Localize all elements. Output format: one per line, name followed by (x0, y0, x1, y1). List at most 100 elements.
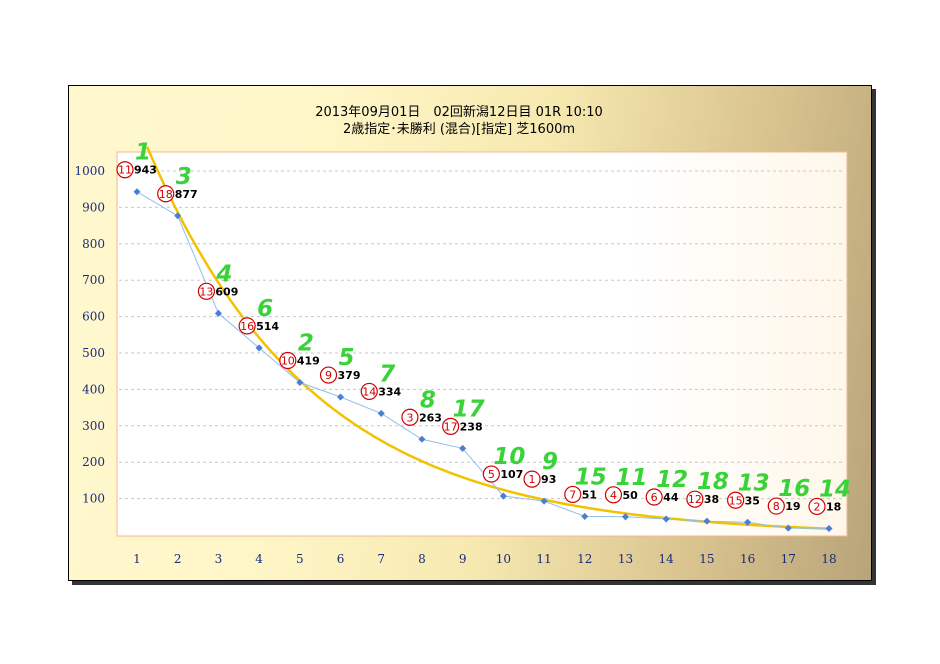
data-point (662, 515, 670, 523)
rank-label: 2 (298, 330, 314, 356)
data-label: 263 (419, 411, 442, 424)
grid-lines (119, 170, 845, 500)
y-tick-label: 400 (82, 382, 105, 396)
rank-label: 7 (379, 361, 395, 387)
y-tick-label: 800 (82, 237, 105, 251)
horse-number-label: 5 (488, 468, 495, 481)
trendline (146, 146, 830, 530)
horse-number-label: 16 (240, 320, 254, 333)
horse-number-label: 8 (773, 500, 780, 513)
y-tick-label: 700 (82, 273, 105, 287)
rank-label: 16 (778, 476, 810, 502)
data-point (459, 444, 467, 452)
x-tick-label: 16 (740, 552, 755, 566)
chart-svg: 2013年09月01日 02回新潟12日目 01R 10:10 2歳指定･未勝利… (74, 104, 851, 566)
data-label: 609 (215, 285, 238, 298)
horse-number-circle (319, 366, 338, 384)
horse-number-circle (523, 470, 541, 488)
rank-label: 13 (738, 470, 770, 496)
data-label: 19 (785, 500, 800, 513)
y-tick-label: 300 (82, 419, 105, 433)
horse-number-circle (401, 408, 419, 426)
rank-label: 1 (135, 140, 151, 166)
horse-number-circle (442, 417, 460, 435)
data-label: 107 (500, 468, 523, 481)
y-tick-label: 100 (82, 492, 105, 506)
data-point (703, 517, 711, 525)
horse-number-circle (157, 185, 175, 203)
horse-number-label: 14 (362, 385, 376, 398)
x-tick-label: 14 (659, 552, 675, 566)
rank-label: 17 (453, 396, 485, 422)
y-tick-label: 1000 (74, 164, 105, 178)
data-label: 50 (622, 489, 638, 502)
horse-number-label: 4 (610, 489, 617, 502)
data-point (744, 518, 752, 526)
data-points (133, 188, 833, 532)
rank-label: 5 (339, 345, 355, 371)
horse-number-circle (279, 351, 297, 370)
chart-title: 2013年09月01日 02回新潟12日目 01R 10:10 (315, 104, 603, 120)
horse-number-circle (116, 161, 134, 179)
data-point (825, 524, 833, 532)
x-tick-label: 12 (577, 552, 592, 566)
horse-number-label: 1 (529, 473, 536, 486)
rank-label: 3 (176, 164, 192, 190)
horse-number-circle (645, 488, 663, 506)
rank-label: 4 (215, 261, 232, 287)
data-point (336, 393, 345, 401)
horse-number-circle (726, 491, 745, 509)
horse-number-circle (360, 382, 378, 401)
data-point (540, 497, 548, 505)
x-tick-label: 9 (459, 552, 467, 566)
data-label: 51 (582, 488, 597, 501)
data-point (377, 409, 385, 417)
data-point (784, 524, 792, 532)
horse-number-label: 9 (325, 369, 332, 382)
data-label: 35 (745, 494, 760, 507)
horse-number-circle (808, 497, 826, 516)
x-tick-label: 10 (496, 552, 511, 566)
data-label: 877 (175, 188, 198, 201)
y-tick-label: 900 (82, 200, 105, 214)
x-tick-label: 8 (418, 552, 426, 566)
chart-subtitle: 2歳指定･未勝利 (混合)[指定] 芝1600m (343, 121, 575, 137)
data-label: 514 (256, 320, 279, 333)
rank-label: 11 (615, 465, 647, 491)
x-tick-label: 17 (781, 552, 796, 566)
plot-area (116, 151, 848, 537)
horse-number-circle (604, 486, 623, 504)
data-point (174, 212, 182, 220)
rank-label: 8 (420, 387, 436, 413)
data-point (581, 512, 589, 520)
data-label: 379 (338, 369, 361, 382)
x-tick-label: 1 (133, 552, 141, 566)
data-label: 943 (134, 164, 157, 177)
horse-number-circle (197, 282, 216, 300)
data-label: 93 (541, 473, 556, 486)
data-point (418, 435, 426, 443)
data-point (499, 492, 507, 500)
data-label: 18 (826, 500, 841, 513)
chart-frame: 2013年09月01日 02回新潟12日目 01R 10:10 2歳指定･未勝利… (68, 85, 872, 581)
data-point (621, 513, 630, 521)
rank-label: 9 (542, 449, 558, 475)
horse-number-label: 18 (159, 188, 173, 201)
y-tick-label: 200 (82, 455, 105, 469)
horse-number-label: 13 (199, 285, 213, 298)
data-point (133, 188, 141, 196)
rank-label: 14 (819, 476, 851, 502)
horse-number-label: 17 (444, 420, 458, 433)
rank-label: 12 (656, 467, 688, 493)
horse-number-label: 2 (814, 500, 821, 513)
horse-number-label: 11 (118, 164, 132, 177)
rank-label: 6 (257, 296, 273, 322)
x-tick-label: 15 (699, 552, 714, 566)
horse-number-circle (482, 465, 500, 483)
horse-number-circle (767, 497, 785, 515)
data-label: 38 (704, 493, 719, 506)
horse-number-label: 15 (729, 494, 743, 507)
data-label: 419 (297, 354, 320, 367)
y-tick-label: 600 (82, 310, 105, 324)
